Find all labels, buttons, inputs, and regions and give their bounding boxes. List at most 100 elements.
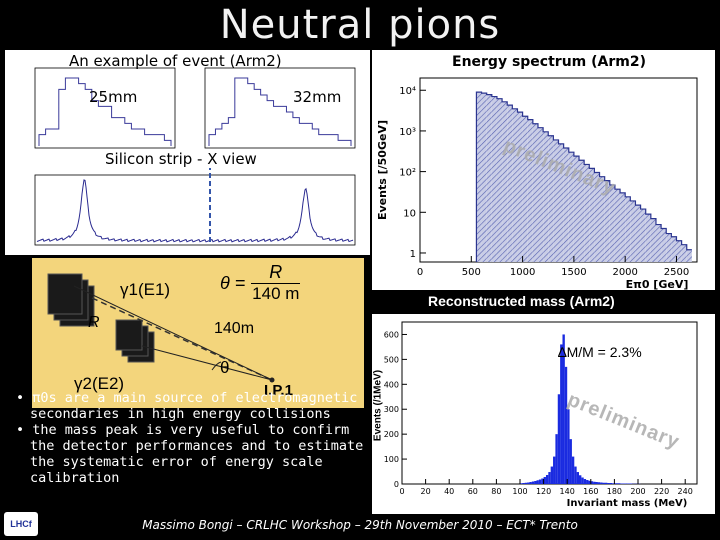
slide-title: Neutral pions — [219, 2, 501, 48]
energy-xlabel: Eπ0 [GeV] — [626, 278, 689, 290]
mass-xtick-label: 180 — [607, 487, 622, 496]
mass-ytick-label: 500 — [384, 355, 399, 364]
energy-bar — [676, 240, 682, 262]
mass-xtick-label: 20 — [421, 487, 431, 496]
event-histogram-line — [38, 77, 172, 146]
mass-bar — [557, 394, 561, 484]
energy-bar — [589, 168, 595, 262]
energy-bar — [512, 108, 518, 262]
energy-panel: Energy spectrum (Arm2) 1 10 10² 10³ 10⁴ 0 500 1… — [372, 50, 715, 290]
mass-bar — [609, 483, 613, 484]
mass-bar — [529, 482, 532, 484]
mass-ytick-label: 400 — [384, 380, 399, 389]
formula-lhs: θ = — [220, 272, 246, 293]
formula: θ = R 140 m — [220, 262, 301, 304]
mass-bar — [527, 482, 530, 484]
mass-bar — [560, 344, 563, 484]
energy-bar — [681, 244, 687, 262]
energy-bar — [599, 176, 605, 262]
silicon-strip-title: Silicon strip - X view — [101, 150, 261, 168]
mass-xtick-label: 140 — [560, 487, 575, 496]
energy-bar — [666, 233, 672, 262]
energy-bar — [481, 93, 487, 262]
mass-bar — [595, 482, 598, 484]
mass-plot-frame — [401, 321, 698, 485]
mass-bar — [548, 472, 551, 484]
theta-label: θ — [220, 358, 230, 377]
distance-label: 140m — [214, 320, 255, 337]
energy-xtick-label: 2500 — [664, 267, 689, 278]
energy-ytick-label: 10 — [403, 208, 416, 219]
energy-bar — [594, 172, 600, 262]
kinematics-diagram: γ1(E1) R 140m γ2(E2) θ I.P.1 θ = R 140 m — [32, 258, 364, 408]
mass-bar — [550, 466, 554, 484]
energy-bar — [537, 127, 544, 262]
mass-panel-title: Reconstructed mass (Arm2) — [428, 293, 615, 309]
mass-bar — [600, 482, 603, 484]
mass-bar — [536, 480, 539, 484]
mass-xtick-label: 220 — [654, 487, 669, 496]
energy-bar — [522, 116, 528, 262]
energy-bar — [486, 94, 492, 262]
silicon-strip-trace — [36, 179, 354, 243]
mass-bar — [520, 483, 523, 484]
energy-bar — [517, 112, 523, 262]
energy-spectrum-chart: 1 10 10² 10³ 10⁴ 0 500 1000 1500 2000 2500 Events [… — [376, 77, 698, 290]
energy-bar — [491, 96, 497, 262]
energy-ytick-label: 10³ — [399, 127, 416, 138]
energy-xtick-label: 1000 — [510, 267, 535, 278]
mass-xtick-label: 120 — [536, 487, 551, 496]
mass-bar — [612, 483, 615, 484]
mass-bar — [590, 481, 594, 484]
energy-bar — [655, 224, 662, 262]
energy-bar — [507, 105, 513, 262]
energy-bar — [650, 218, 656, 262]
energy-bar — [645, 214, 651, 262]
energy-bar — [609, 184, 615, 262]
energy-bar — [558, 143, 564, 262]
label-32mm: 32mm — [293, 88, 342, 106]
energy-bar — [532, 123, 538, 262]
event-histograms — [34, 67, 356, 246]
energy-bar — [661, 228, 667, 262]
energy-ytick-label: 10² — [399, 168, 416, 179]
energy-outline — [475, 91, 692, 262]
mass-bar — [588, 480, 591, 484]
mass-xtick-label: 200 — [630, 487, 645, 496]
energy-bar — [671, 236, 677, 262]
energy-bar — [553, 139, 559, 262]
bullet-item: • the mass peak is very useful to confir… — [16, 422, 364, 486]
energy-ytick-label: 1 — [410, 249, 416, 260]
formula-denominator: 140 m — [252, 284, 300, 303]
energy-bar — [527, 119, 533, 262]
energy-bar — [496, 98, 503, 263]
mass-bar — [531, 481, 535, 484]
mass-xtick-label: 40 — [444, 487, 454, 496]
mass-bar — [567, 409, 570, 484]
energy-bar — [502, 101, 508, 263]
mass-bar — [602, 482, 605, 484]
energy-bar — [604, 180, 610, 262]
energy-xtick-label: 0 — [417, 267, 423, 278]
mass-bar — [604, 482, 608, 484]
mass-bar — [555, 434, 558, 484]
mass-bar — [564, 366, 568, 484]
label-25mm: 25mm — [89, 88, 138, 106]
mass-bar — [574, 466, 577, 484]
radius-label: R — [88, 314, 100, 331]
slide-footer: Massimo Bongi – CRLHC Workshop – 29th No… — [142, 518, 578, 532]
mass-xtick-label: 160 — [583, 487, 598, 496]
mass-bar — [543, 477, 546, 484]
mass-ylabel: Events (/1MeV) — [372, 355, 384, 456]
mass-chart: 0 100 200 300 400 500 600 0 20 40 60 80 100 120 140 160… — [384, 321, 698, 509]
mass-bar — [569, 439, 572, 484]
gamma2-label: γ2(E2) — [74, 374, 125, 393]
mass-xtick-label: 60 — [468, 487, 478, 496]
mass-bar — [534, 481, 537, 484]
calo-25mm-frame — [34, 67, 176, 149]
ip-label: I.P.1 — [264, 382, 293, 399]
energy-ytick-label: 10⁴ — [399, 86, 416, 97]
mass-ytick-label: 600 — [384, 330, 399, 339]
mass-xtick-label: 240 — [678, 487, 693, 496]
mass-bar — [545, 475, 549, 484]
